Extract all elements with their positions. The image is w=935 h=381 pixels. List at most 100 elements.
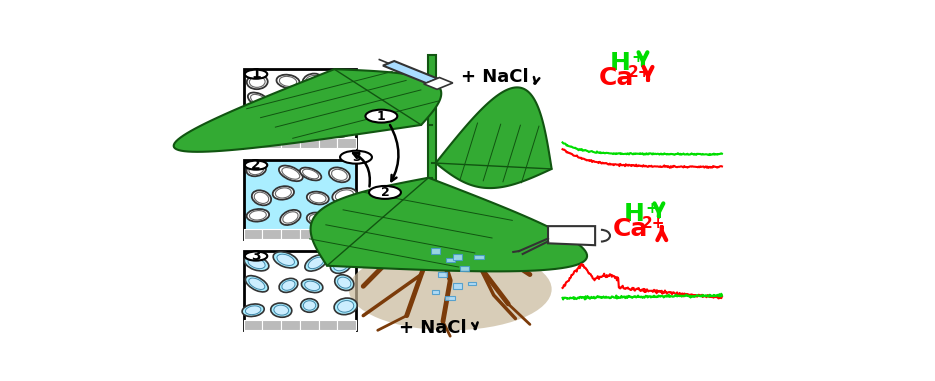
Ellipse shape bbox=[273, 252, 298, 268]
Ellipse shape bbox=[328, 206, 350, 222]
Ellipse shape bbox=[249, 165, 264, 174]
Ellipse shape bbox=[281, 168, 300, 179]
Circle shape bbox=[366, 110, 397, 123]
Bar bbox=[244, 148, 356, 152]
Ellipse shape bbox=[251, 94, 266, 106]
Bar bbox=[453, 254, 462, 260]
Bar bbox=[263, 229, 281, 239]
Ellipse shape bbox=[332, 188, 356, 203]
Ellipse shape bbox=[332, 169, 347, 180]
Bar bbox=[338, 320, 356, 330]
Bar bbox=[281, 229, 300, 239]
Bar bbox=[244, 69, 356, 148]
Bar bbox=[244, 138, 356, 148]
Ellipse shape bbox=[244, 118, 263, 130]
Ellipse shape bbox=[307, 213, 327, 225]
Ellipse shape bbox=[277, 75, 299, 88]
Ellipse shape bbox=[330, 256, 352, 274]
Bar bbox=[445, 296, 455, 300]
Ellipse shape bbox=[271, 95, 293, 112]
Circle shape bbox=[369, 186, 401, 199]
Ellipse shape bbox=[301, 96, 321, 111]
Bar bbox=[244, 160, 356, 239]
Ellipse shape bbox=[301, 299, 318, 312]
Bar bbox=[446, 258, 454, 262]
Circle shape bbox=[245, 160, 267, 170]
Circle shape bbox=[245, 251, 267, 261]
Ellipse shape bbox=[309, 257, 324, 269]
Ellipse shape bbox=[280, 210, 301, 225]
Ellipse shape bbox=[300, 168, 322, 181]
Ellipse shape bbox=[249, 278, 265, 290]
Ellipse shape bbox=[277, 254, 295, 266]
Text: +: + bbox=[646, 201, 658, 216]
Ellipse shape bbox=[303, 301, 316, 310]
Ellipse shape bbox=[336, 94, 355, 109]
Polygon shape bbox=[424, 78, 453, 89]
Bar bbox=[244, 251, 356, 330]
Ellipse shape bbox=[252, 190, 271, 205]
Text: 3: 3 bbox=[352, 151, 360, 164]
Ellipse shape bbox=[250, 77, 266, 87]
Ellipse shape bbox=[280, 121, 293, 132]
Bar bbox=[244, 229, 356, 239]
Bar bbox=[244, 320, 263, 330]
Ellipse shape bbox=[307, 192, 329, 205]
Ellipse shape bbox=[305, 75, 321, 87]
Ellipse shape bbox=[244, 256, 269, 271]
Ellipse shape bbox=[309, 214, 324, 224]
Ellipse shape bbox=[326, 77, 348, 92]
Ellipse shape bbox=[329, 167, 350, 182]
Ellipse shape bbox=[305, 281, 320, 291]
Text: +: + bbox=[631, 50, 644, 65]
Ellipse shape bbox=[309, 119, 324, 129]
Text: H: H bbox=[625, 202, 645, 226]
Bar bbox=[319, 320, 338, 330]
Ellipse shape bbox=[338, 301, 353, 312]
Bar bbox=[319, 229, 338, 239]
Ellipse shape bbox=[301, 279, 323, 293]
Ellipse shape bbox=[245, 275, 268, 292]
Circle shape bbox=[340, 151, 372, 164]
Ellipse shape bbox=[331, 208, 347, 220]
Ellipse shape bbox=[349, 248, 552, 330]
Ellipse shape bbox=[338, 96, 352, 107]
Polygon shape bbox=[436, 87, 552, 188]
Bar bbox=[281, 138, 300, 148]
Bar bbox=[431, 248, 440, 254]
Bar bbox=[427, 54, 437, 216]
Text: Ca: Ca bbox=[598, 66, 634, 90]
Ellipse shape bbox=[304, 98, 318, 109]
Ellipse shape bbox=[254, 192, 268, 203]
Bar bbox=[468, 282, 476, 285]
Bar bbox=[244, 320, 356, 330]
Ellipse shape bbox=[242, 304, 265, 317]
Bar bbox=[244, 239, 356, 243]
Ellipse shape bbox=[282, 212, 298, 223]
Text: 1: 1 bbox=[252, 67, 261, 81]
Text: Ca: Ca bbox=[613, 217, 649, 241]
Ellipse shape bbox=[329, 78, 345, 90]
Polygon shape bbox=[548, 226, 595, 245]
Ellipse shape bbox=[281, 280, 295, 290]
Bar bbox=[474, 255, 484, 259]
Bar bbox=[244, 138, 263, 148]
Ellipse shape bbox=[338, 277, 351, 288]
Text: + NaCl: + NaCl bbox=[399, 319, 468, 337]
Ellipse shape bbox=[274, 98, 290, 109]
Bar bbox=[439, 272, 448, 277]
Ellipse shape bbox=[250, 211, 266, 220]
Bar bbox=[433, 290, 439, 294]
Ellipse shape bbox=[309, 193, 326, 203]
Polygon shape bbox=[310, 178, 587, 271]
Ellipse shape bbox=[334, 298, 357, 315]
Ellipse shape bbox=[336, 190, 353, 201]
Bar bbox=[300, 229, 319, 239]
Bar bbox=[263, 138, 281, 148]
Polygon shape bbox=[174, 69, 441, 152]
Ellipse shape bbox=[279, 166, 303, 181]
Ellipse shape bbox=[280, 76, 296, 86]
Ellipse shape bbox=[305, 255, 327, 271]
Ellipse shape bbox=[247, 75, 267, 89]
Ellipse shape bbox=[334, 121, 359, 137]
